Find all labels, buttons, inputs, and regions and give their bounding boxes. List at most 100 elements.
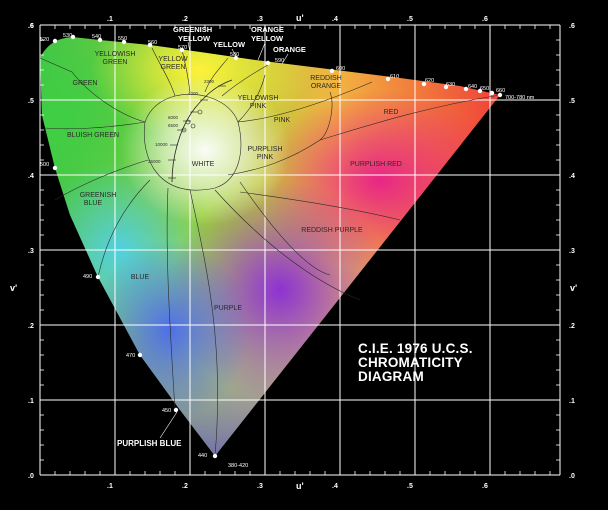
x-tick-bottom: .5 [407,483,413,490]
region-purplish-blue: PURPLISH BLUE [117,439,182,448]
wl-580: 580 [230,52,239,58]
wl-560: 560 [148,40,157,46]
orange-label: ORANGE [273,45,306,54]
wl-620: 620 [425,78,434,84]
y-tick-top-left: .6 [28,23,34,30]
region-yellow-green-1: YELLOW [158,56,188,63]
region-purple: PURPLE [214,305,242,312]
region-white: WHITE [192,161,215,168]
x-tick-top: .6 [482,16,488,23]
region-boundaries [39,47,501,457]
wavelength-dot [233,55,239,61]
wl-490: 490 [83,274,92,280]
wl-500: 500 [40,162,49,168]
purplish-blue-leader [159,411,178,439]
wavelength-dot [385,76,391,82]
x-tick-top: .3 [257,16,263,23]
wl-550: 550 [118,36,127,42]
wavelength-dot [137,352,143,358]
y-tick-right: .3 [569,248,575,255]
region-yellowish-green-1: YELLOWISH [95,51,136,58]
wavelength-dot [329,68,335,74]
wavelength-dot [173,407,179,413]
wavelength-dot [212,453,218,459]
wavelength-dot [477,88,483,94]
region-purplish-red: PURPLISH RED [350,161,402,168]
orange-yellow-label-2: YELLOW [251,34,284,43]
region-yellowish-green-2: GREEN [103,59,128,66]
y-tick-left: .3 [28,248,34,255]
origin-right: .0 [569,473,575,480]
region-purplish-pink-1: PURPLISH [247,146,282,153]
axis-names: u' u' v' v' [10,13,577,491]
wavelength-points [52,34,503,459]
wavelength-dot [489,90,495,96]
y-tick-left: .4 [28,173,34,180]
axis-u-top: u' [296,13,304,23]
axis-u-bottom: u' [296,481,304,491]
wavelength-dot [147,42,153,48]
region-labels: GREEN YELLOWISH GREEN YELLOW GREEN BLUIS… [67,51,402,312]
temp-2300: 2300 [204,79,215,84]
temp-6500: 6500 [168,123,179,128]
wl-450: 450 [162,408,171,414]
wl-700-780: 700-780 nm [505,95,535,101]
wavelength-dot [265,60,271,66]
wavelength-dot [443,84,449,90]
origin-left: .0 [28,473,34,480]
temp-4000: 4000 [188,91,199,96]
title-line-1: C.I.E. 1976 U.C.S. [358,341,473,356]
region-yellowish-pink-2: PINK [250,103,267,110]
y-tick-right: .5 [569,98,575,105]
y-tick-right: .4 [569,173,575,180]
x-tick-top: .2 [182,16,188,23]
temp-6000: 6000 [168,115,179,120]
wavelength-dot [52,165,58,171]
diagram-title: C.I.E. 1976 U.C.S. CHROMATICITY DIAGRAM [358,341,473,384]
axis-tick-labels: .1 .1 .2 .2 .3 .3 .4 .4 .5 .5 .6 .6 .1 .1 .2 .2 .3 .3 .4 .4… [28,16,575,490]
orange-yellow-label-1: ORANGE [251,25,284,34]
x-tick-top: .4 [332,16,338,23]
wl-610: 610 [390,74,399,80]
yellow-label: YELLOW [213,40,246,49]
top-label-leaders [187,41,289,65]
region-red: RED [384,109,399,116]
wl-570: 570 [178,45,187,51]
wavelength-dot [52,38,58,44]
region-green: GREEN [73,80,98,87]
wavelength-dot [121,39,127,45]
axis-v-right: v' [570,283,577,293]
y-tick-right: .1 [569,398,575,405]
x-tick-top: .1 [107,16,113,23]
wavelength-dot [463,86,469,92]
temp-10000: 10000 [155,142,168,147]
region-bluish-green: BLUISH GREEN [67,132,119,139]
illuminant-markers [181,109,203,133]
greenish-yellow-label-2: YELLOW [178,34,211,43]
greenish-yellow-label-1: GREENISH [173,25,212,34]
region-blue: BLUE [131,274,150,281]
wl-530: 530 [63,33,72,39]
region-yellowish-pink-1: YELLOWISH [238,95,279,102]
y-tick-left: .6 [28,23,34,30]
y-tick-right: .6 [569,23,575,30]
region-reddish-orange-2: ORANGE [311,83,342,90]
wl-640: 640 [468,84,477,90]
x-tick-bottom: .4 [332,483,338,490]
wl-630: 630 [446,82,455,88]
y-tick-left: .5 [28,98,34,105]
region-pink: PINK [274,117,291,124]
wl-600: 600 [336,66,345,72]
x-tick-bottom: .1 [107,483,113,490]
x-tick-bottom: .6 [482,483,488,490]
wavelength-dot [97,37,103,43]
x-tick-bottom: .2 [182,483,188,490]
wavelength-dot [95,274,101,280]
region-yellow-green-2: GREEN [161,64,186,71]
temperature-labels: 2300 4000 6000 6500 10000 25000 [148,79,215,164]
x-tick-top: .5 [407,16,413,23]
region-purplish-pink-2: PINK [257,154,274,161]
wl-590: 590 [275,58,284,64]
